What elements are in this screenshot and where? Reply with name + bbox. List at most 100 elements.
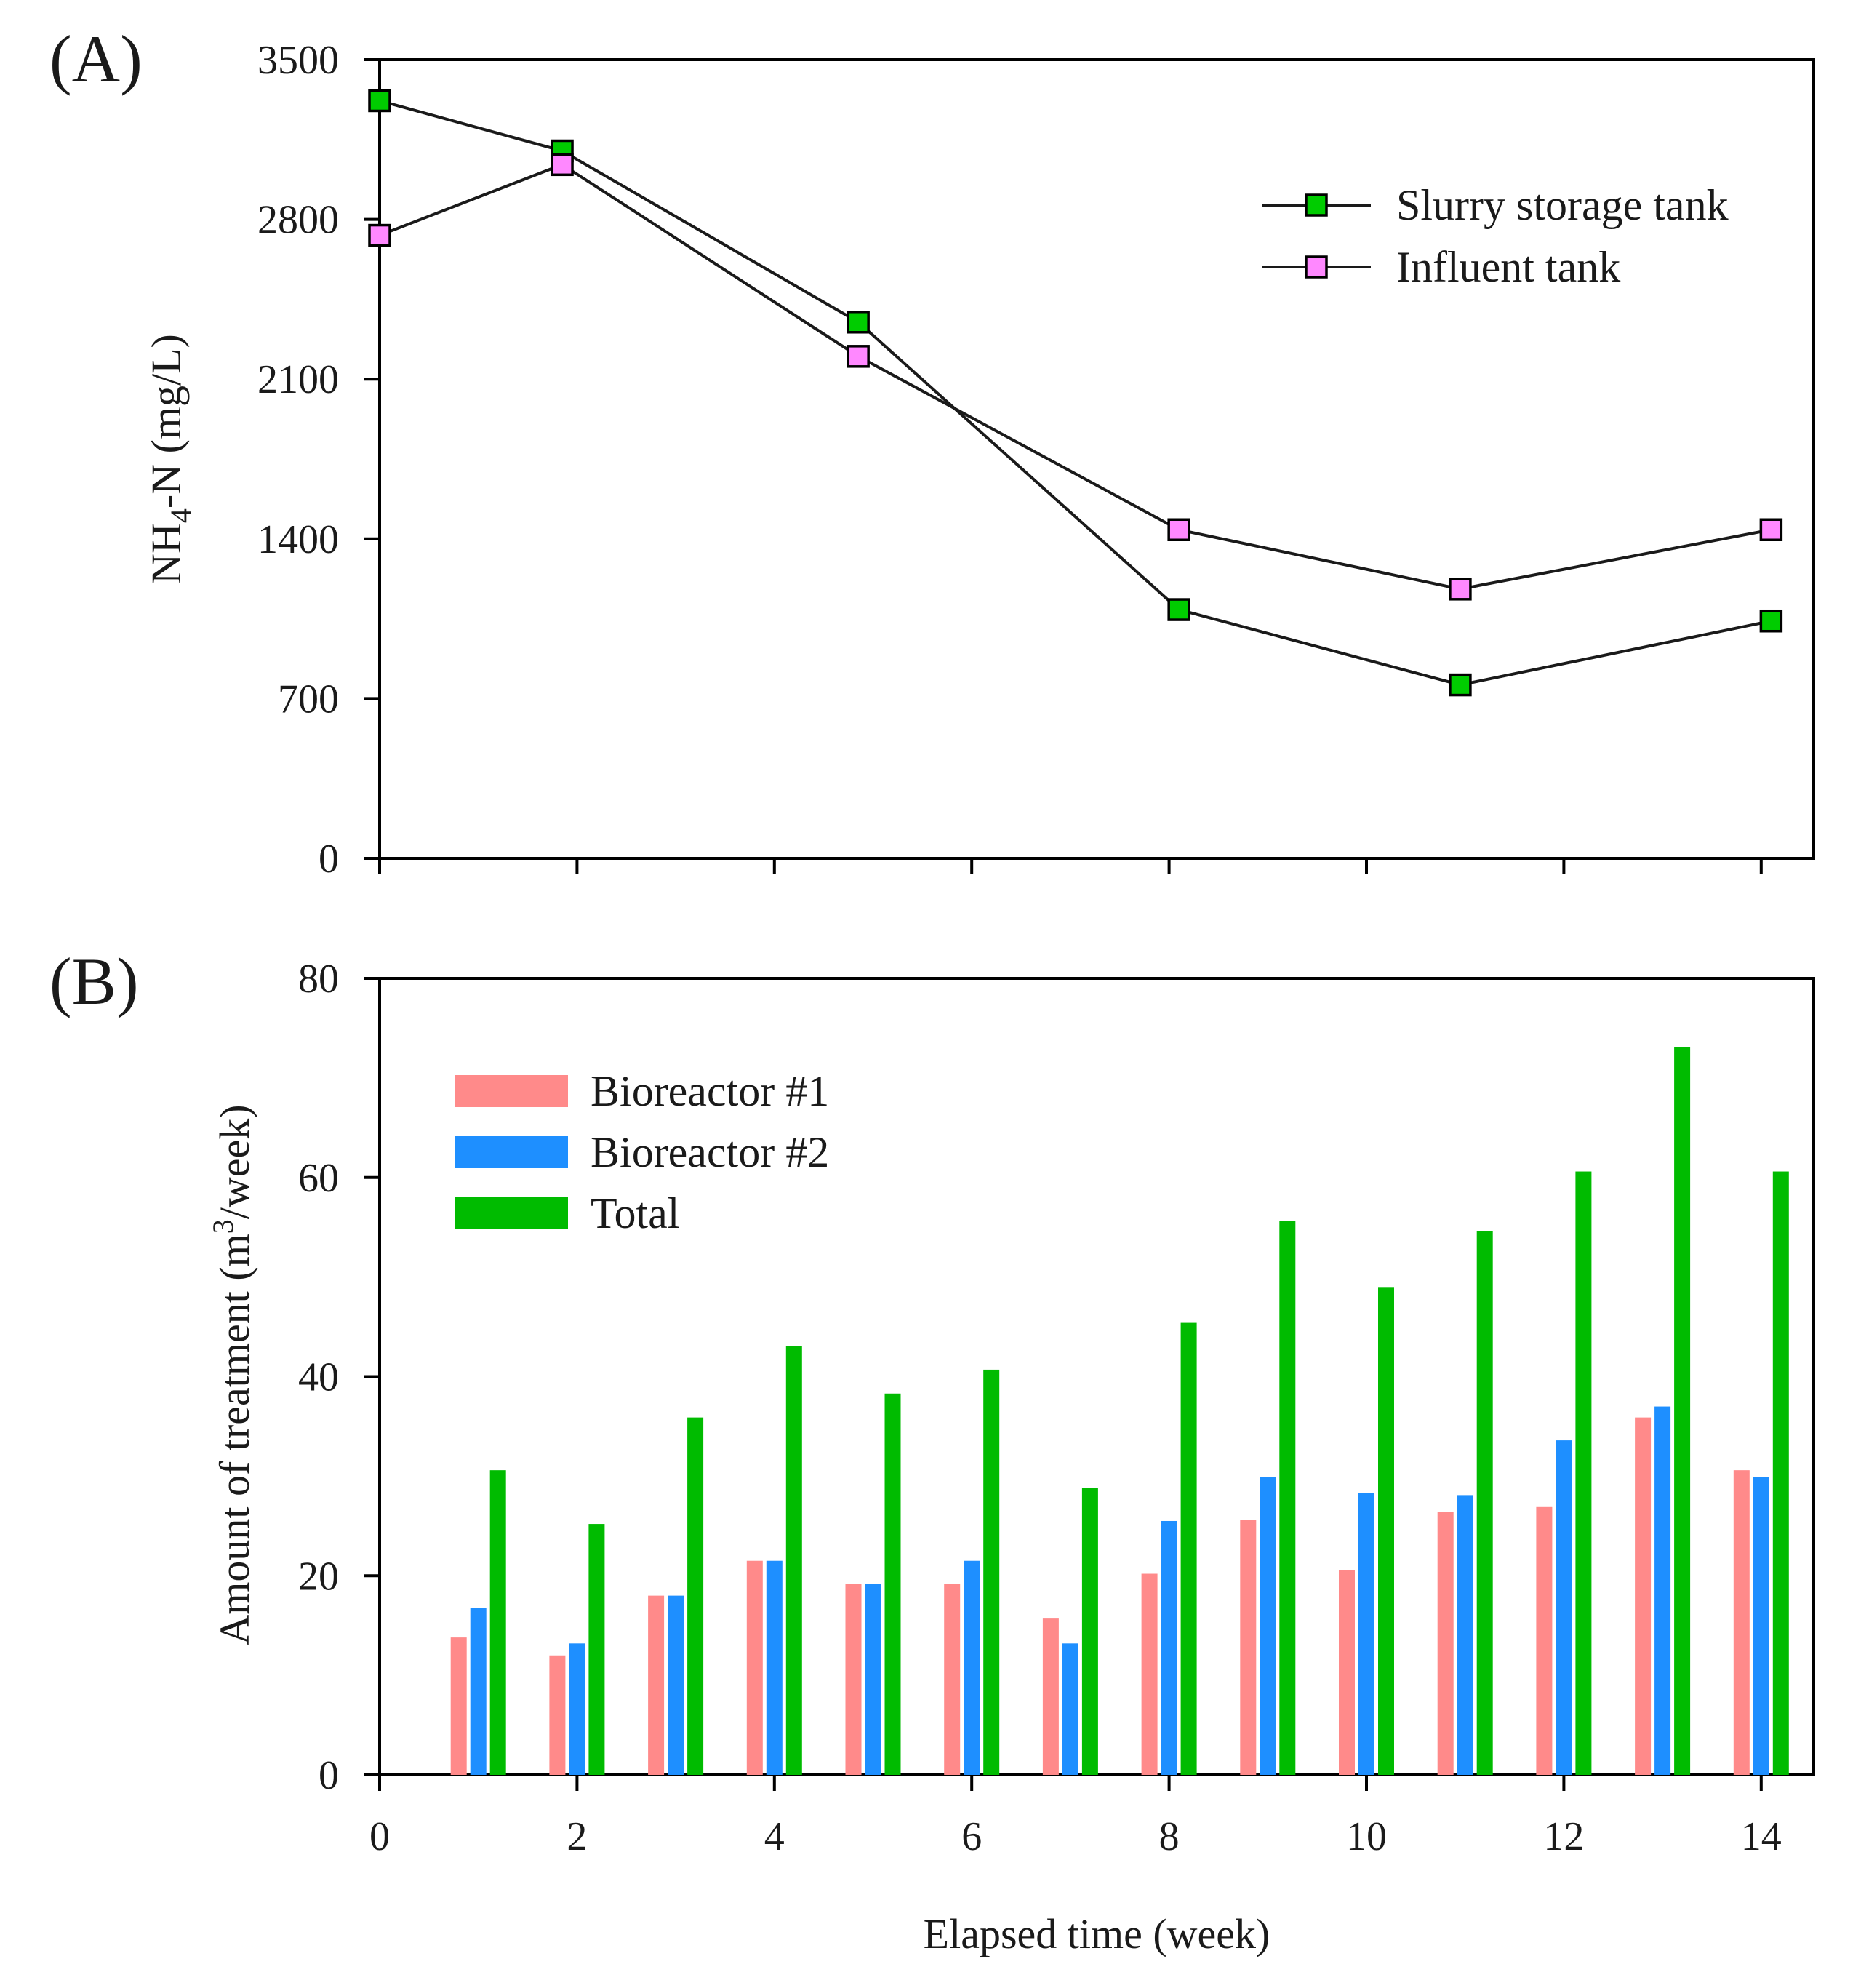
legend-bioreactor-1-swatch <box>455 1075 568 1107</box>
slurry-storage-tank-point <box>1167 598 1190 621</box>
panel-a-y-tick-label: 700 <box>278 676 339 722</box>
total-bar <box>983 1369 1000 1775</box>
legend-influent-tank-label: Influent tank <box>1396 243 1620 291</box>
panel-b-x-tick-label: 14 <box>1741 1814 1782 1859</box>
bioreactor-1-bar <box>1042 1618 1059 1775</box>
influent-tank-point <box>1167 518 1190 542</box>
panel-b-x-tick-label: 4 <box>764 1814 785 1859</box>
legend-total-swatch <box>455 1197 568 1229</box>
panel-b-ylabel-superscript: 3 <box>207 1219 239 1234</box>
bioreactor-2-bar <box>1753 1477 1769 1775</box>
panel-b-label: (B) <box>49 944 139 1018</box>
legend-bioreactor-2-swatch <box>455 1136 568 1168</box>
bioreactor-1-bar <box>648 1595 665 1775</box>
bioreactor-1-bar <box>845 1584 862 1775</box>
legend-slurry-storage-tank-label: Slurry storage tank <box>1396 181 1729 229</box>
bioreactor-1-bar <box>944 1584 961 1775</box>
legend-slurry-storage-tank-marker <box>1305 193 1328 217</box>
panel-a-series <box>368 89 1783 697</box>
bioreactor-2-bar <box>668 1595 684 1775</box>
legend-bioreactor-1-label: Bioreactor #1 <box>591 1067 829 1115</box>
bioreactor-1-bar <box>1437 1512 1454 1775</box>
panel-b-ylabel-main: Amount of treatment (m <box>211 1234 258 1645</box>
panel-b-y-ticks: 0 20 40 60 80 <box>298 957 380 1798</box>
panel-b-bar-chart: (B) 0 20 40 60 80 0 2 4 6 8 10 12 14 Amount of trea… <box>49 944 1815 1957</box>
total-bar <box>1476 1231 1493 1775</box>
panel-a-line-chart: (A) 0 700 1400 2100 2800 3500 NH4-N (mg/L) Sl… <box>49 22 1815 882</box>
bioreactor-1-bar <box>1141 1573 1158 1775</box>
panel-b-x-tick-label: 2 <box>567 1814 587 1859</box>
influent-tank-line <box>379 163 1772 591</box>
panel-b-ylabel-rest: /week) <box>211 1104 258 1219</box>
panel-a-x-ticks <box>378 858 1763 874</box>
panel-a-legend: Slurry storage tank Influent tank <box>1262 181 1729 291</box>
total-bar <box>489 1470 506 1775</box>
panel-a-y-ticks: 0 700 1400 2100 2800 3500 <box>257 38 380 882</box>
bioreactor-1-bar <box>1536 1506 1553 1775</box>
influent-tank-point <box>1759 518 1783 542</box>
panel-b-x-tick-label: 10 <box>1346 1814 1387 1859</box>
panel-b-bars <box>450 1047 1789 1775</box>
bioreactor-2-bar <box>569 1643 585 1775</box>
bioreactor-2-bar <box>1062 1643 1078 1775</box>
total-bar <box>1378 1287 1394 1775</box>
total-bar <box>884 1393 901 1775</box>
panel-a-label: (A) <box>49 22 143 96</box>
panel-b-y-tick-label: 0 <box>319 1753 339 1798</box>
influent-tank-point <box>368 223 391 247</box>
bioreactor-1-bar <box>1635 1417 1652 1775</box>
panel-a-ylabel-rest: -N (mg/L) <box>143 334 190 508</box>
slurry-storage-tank-point <box>1449 673 1472 697</box>
panel-a-y-axis-title: NH4-N (mg/L) <box>143 334 197 584</box>
legend-bioreactor-2-label: Bioreactor #2 <box>591 1128 829 1176</box>
panel-a-plot-frame <box>378 58 1815 860</box>
panel-b-y-tick-label: 20 <box>298 1554 339 1599</box>
bioreactor-2-bar <box>1260 1477 1276 1775</box>
total-bar <box>785 1346 802 1775</box>
bioreactor-1-bar <box>1339 1570 1355 1775</box>
panel-b-y-tick-label: 40 <box>298 1355 339 1400</box>
panel-b-y-tick-label: 60 <box>298 1156 339 1201</box>
slurry-storage-tank-point <box>368 89 391 113</box>
bioreactor-2-bar <box>1161 1520 1177 1775</box>
bioreactor-2-bar <box>766 1560 783 1775</box>
total-bar <box>687 1417 704 1775</box>
legend-influent-tank-marker <box>1305 255 1328 279</box>
slurry-storage-tank-line <box>379 99 1772 687</box>
panel-a-ylabel-main: NH <box>143 523 190 584</box>
total-bar <box>1180 1322 1197 1775</box>
bioreactor-2-bar <box>470 1608 487 1775</box>
total-bar <box>1279 1221 1296 1775</box>
panel-b-legend: Bioreactor #1 Bioreactor #2 Total <box>455 1067 829 1237</box>
bioreactor-2-bar <box>865 1584 881 1775</box>
panel-a-y-tick-label: 3500 <box>257 38 339 83</box>
bioreactor-1-bar <box>746 1560 763 1775</box>
bioreactor-2-bar <box>1358 1493 1374 1775</box>
bioreactor-2-bar <box>964 1560 980 1775</box>
bioreactor-1-bar <box>450 1637 467 1775</box>
panel-a-ylabel-subscript: 4 <box>164 508 197 523</box>
legend-total-label: Total <box>591 1189 679 1237</box>
total-bar <box>588 1524 605 1775</box>
bioreactor-2-bar <box>1457 1495 1473 1775</box>
panel-b-y-tick-label: 80 <box>298 957 339 1002</box>
panel-b-x-tick-label: 8 <box>1159 1814 1180 1859</box>
bioreactor-1-bar <box>1240 1520 1257 1775</box>
bioreactor-2-bar <box>1556 1440 1572 1775</box>
panel-a-y-tick-label: 0 <box>319 837 339 882</box>
bioreactor-2-bar <box>1654 1406 1671 1775</box>
influent-tank-point <box>1449 578 1472 601</box>
influent-tank-point <box>551 153 574 177</box>
total-bar <box>1081 1488 1098 1775</box>
panel-b-x-tick-label: 0 <box>369 1814 390 1859</box>
panel-b-x-ticks: 0 2 4 6 8 10 12 14 <box>369 1775 1782 1859</box>
total-bar <box>1772 1171 1789 1775</box>
panel-b-x-axis-title: Elapsed time (week) <box>924 1910 1270 1957</box>
slurry-storage-tank-point <box>847 311 870 334</box>
total-bar <box>1674 1047 1691 1775</box>
panel-a-y-tick-label: 2100 <box>257 357 339 402</box>
total-bar <box>1575 1171 1592 1775</box>
bioreactor-1-bar <box>1733 1470 1750 1775</box>
panel-a-y-tick-label: 2800 <box>257 198 339 243</box>
